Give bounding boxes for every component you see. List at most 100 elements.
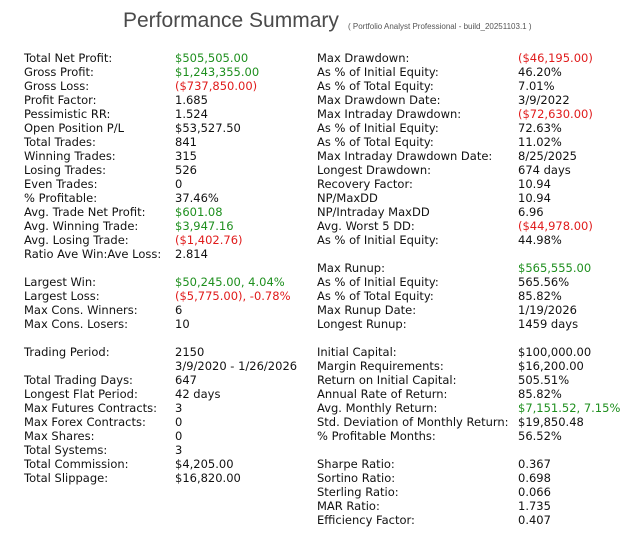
metric-label: Margin Requirements: [317, 359, 444, 373]
metric-value: $565,555.00 [518, 261, 592, 275]
metric-value: 526 [175, 163, 197, 177]
metric-label: Max Drawdown: [317, 51, 410, 65]
metric-label: Total Commission: [24, 457, 129, 471]
metric-row: Max Cons. Winners: 6 [24, 303, 304, 317]
metric-row: As % of Initial Equity: 44.98% [317, 233, 627, 247]
metric-value: 1459 days [518, 317, 579, 331]
metric-value: 3 [175, 443, 183, 457]
spacer-row [24, 261, 304, 275]
metric-row: Avg. Monthly Return: $7,151.52, 7.15% [317, 401, 627, 415]
metric-label: Max Runup Date: [317, 303, 417, 317]
metric-value: $1,243,355.00 [175, 65, 260, 79]
metric-value: 0 [175, 429, 183, 443]
metric-label: Total Trades: [24, 135, 96, 149]
metric-row: Initial Capital: $100,000.00 [317, 345, 627, 359]
metric-label: NP/Intraday MaxDD [317, 205, 430, 219]
metric-label: Avg. Trade Net Profit: [24, 205, 146, 219]
metric-row: Longest Drawdown: 674 days [317, 163, 627, 177]
metric-row: Sterling Ratio: 0.066 [317, 485, 627, 499]
metric-value: 10.94 [518, 177, 551, 191]
metric-row: % Profitable Months: 56.52% [317, 429, 627, 443]
metric-label: Ratio Ave Win:Ave Loss: [24, 247, 162, 261]
metric-row: Return on Initial Capital: 505.51% [317, 373, 627, 387]
metric-value: 0 [175, 177, 183, 191]
metric-label: Sterling Ratio: [317, 485, 399, 499]
metric-value: 0.367 [518, 457, 551, 471]
metric-label: Initial Capital: [317, 345, 397, 359]
metric-value: $19,850.48 [518, 415, 584, 429]
metric-value: ($72,630.00) [518, 107, 593, 121]
metric-label: Std. Deviation of Monthly Return: [317, 415, 509, 429]
metric-label: Trading Period: [24, 345, 110, 359]
metric-row: Open Position P/L $53,527.50 [24, 121, 304, 135]
metric-label: Total Net Profit: [24, 51, 113, 65]
metric-label: Sharpe Ratio: [317, 457, 395, 471]
metric-label: Max Intraday Drawdown: [317, 107, 462, 121]
metric-value: 0.698 [518, 471, 551, 485]
metric-value: ($737,850.00) [175, 79, 258, 93]
metric-row: Max Runup Date: 1/19/2026 [317, 303, 627, 317]
metric-value: ($44,978.00) [518, 219, 593, 233]
metric-row: Trading Period: 2150 [24, 345, 304, 359]
metric-label: Sortino Ratio: [317, 471, 396, 485]
metric-row: Max Cons. Losers: 10 [24, 317, 304, 331]
metric-row: Recovery Factor: 10.94 [317, 177, 627, 191]
metric-label: As % of Initial Equity: [317, 65, 439, 79]
metric-value: ($1,402.76) [175, 233, 243, 247]
metric-value: 7.01% [518, 79, 555, 93]
metric-value: ($5,775.00), -0.78% [175, 289, 291, 303]
metric-value: 3/9/2020 - 1/26/2026 [175, 359, 298, 373]
page-title: Performance Summary [123, 9, 339, 32]
metric-value: 2.814 [175, 247, 208, 261]
metric-row: Efficiency Factor: 0.407 [317, 513, 627, 527]
metric-label: Largest Win: [24, 275, 96, 289]
metric-value: $16,820.00 [175, 471, 241, 485]
metric-value: 0.066 [518, 485, 551, 499]
metric-row: Max Drawdown: ($46,195.00) [317, 51, 627, 65]
metric-row: Total Trading Days: 647 [24, 373, 304, 387]
metric-row: Avg. Winning Trade: $3,947.16 [24, 219, 304, 233]
metric-label: Gross Profit: [24, 65, 94, 79]
metric-value: 85.82% [518, 387, 562, 401]
spacer-row [317, 331, 627, 345]
metric-label: Longest Runup: [317, 317, 407, 331]
metric-label: Longest Drawdown: [317, 163, 432, 177]
metric-row: Total Slippage: $16,820.00 [24, 471, 304, 485]
metric-label: As % of Initial Equity: [317, 121, 439, 135]
metric-label: As % of Total Equity: [317, 289, 434, 303]
metric-value: $50,245.00, 4.04% [175, 275, 285, 289]
metric-value: 6 [175, 303, 183, 317]
metric-row: NP/MaxDD 10.94 [317, 191, 627, 205]
metric-value: $53,527.50 [175, 121, 241, 135]
spacer-row [317, 247, 627, 261]
metric-row: Longest Runup: 1459 days [317, 317, 627, 331]
metric-label: % Profitable Months: [317, 429, 436, 443]
metric-row: Gross Loss: ($737,850.00) [24, 79, 304, 93]
metric-label: Gross Loss: [24, 79, 90, 93]
metric-label: Losing Trades: [24, 163, 107, 177]
metric-label: Avg. Losing Trade: [24, 233, 129, 247]
metric-value: 3 [175, 401, 183, 415]
metric-label: NP/MaxDD [317, 191, 378, 205]
metric-label: Max Forex Contracts: [24, 415, 146, 429]
metric-value: $505,505.00 [175, 51, 249, 65]
metric-label: Pessimistic RR: [24, 107, 111, 121]
metric-row: MAR Ratio: 1.735 [317, 499, 627, 513]
metric-row: Ratio Ave Win:Ave Loss: 2.814 [24, 247, 304, 261]
metric-row: Max Futures Contracts: 3 [24, 401, 304, 415]
metric-row: Max Drawdown Date: 3/9/2022 [317, 93, 627, 107]
metric-row: Gross Profit: $1,243,355.00 [24, 65, 304, 79]
metric-value: 11.02% [518, 135, 562, 149]
metric-row: Total Systems: 3 [24, 443, 304, 457]
metric-label: Max Cons. Winners: [24, 303, 138, 317]
metric-value: 315 [175, 149, 197, 163]
spacer-row [24, 331, 304, 345]
metric-label: Total Systems: [24, 443, 108, 457]
metric-row: Max Intraday Drawdown Date: 8/25/2025 [317, 149, 627, 163]
metric-row: Losing Trades: 526 [24, 163, 304, 177]
metric-row: Avg. Trade Net Profit: $601.08 [24, 205, 304, 219]
metric-label: Open Position P/L [24, 121, 125, 135]
metric-row: Total Commission: $4,205.00 [24, 457, 304, 471]
metric-label: Max Drawdown Date: [317, 93, 441, 107]
metric-row: Sharpe Ratio: 0.367 [317, 457, 627, 471]
